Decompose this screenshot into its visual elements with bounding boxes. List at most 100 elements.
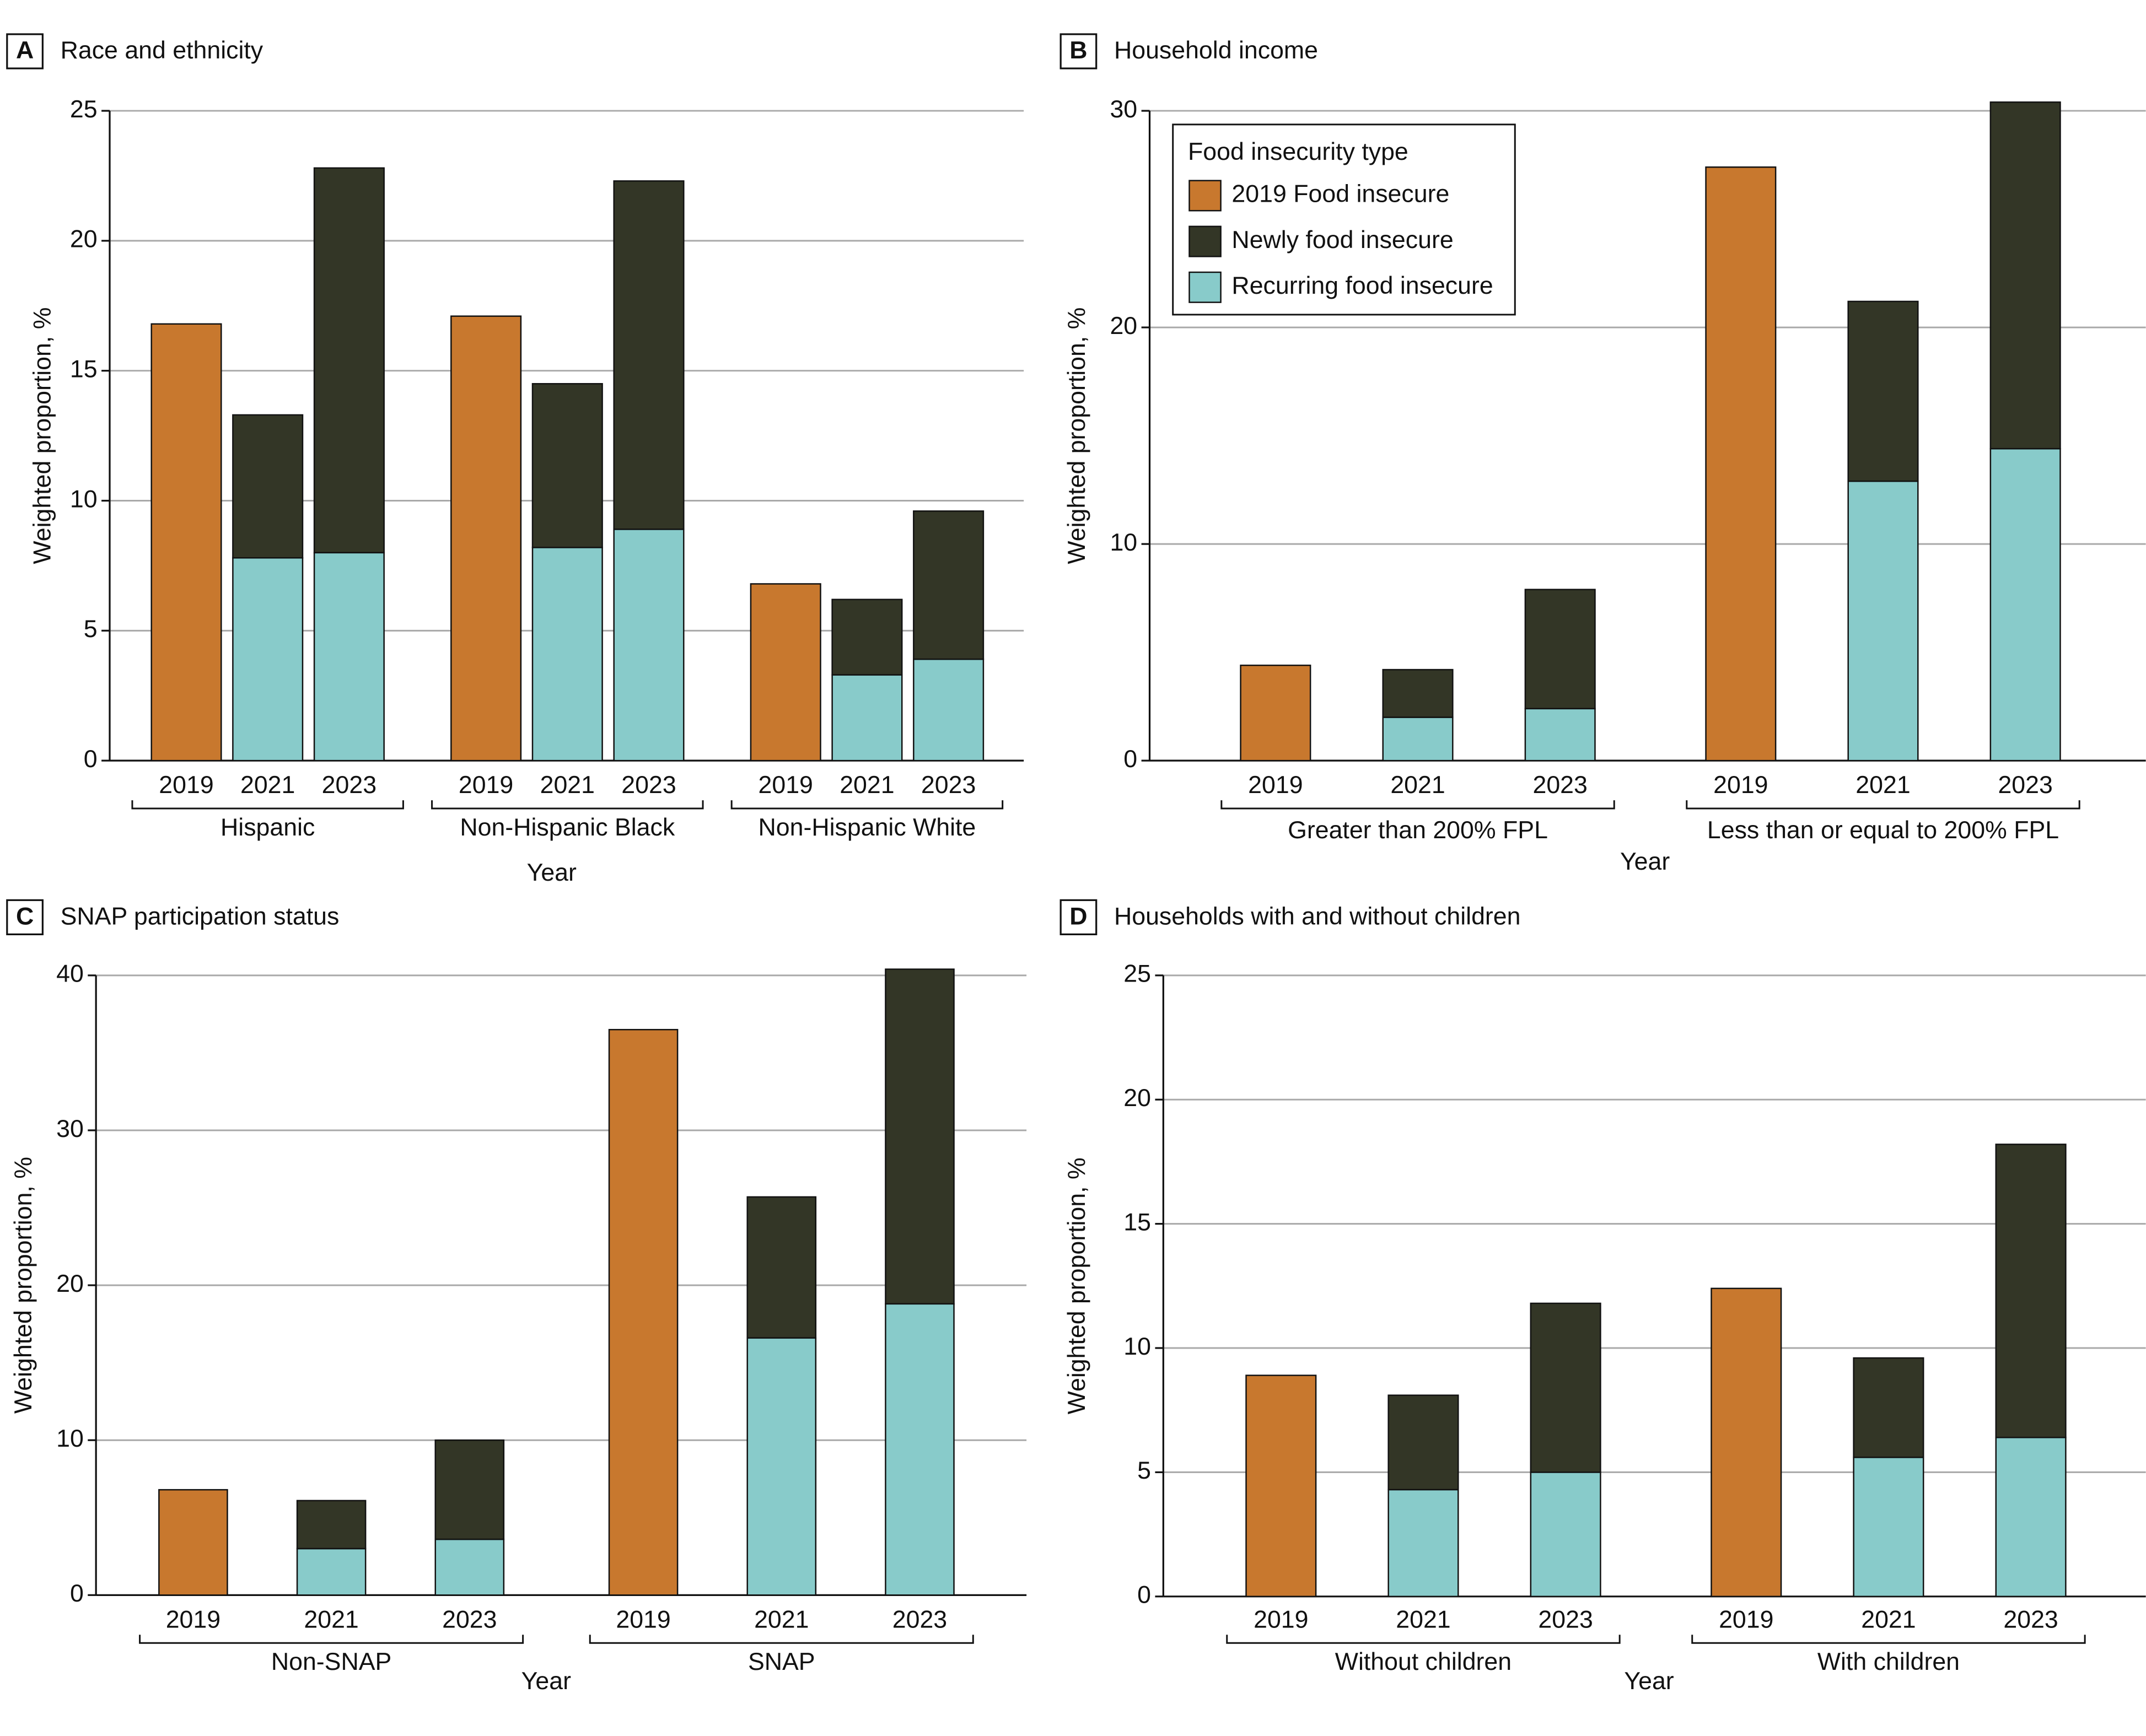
x-tick-label: 2019 [159, 772, 213, 799]
bar-segment [831, 599, 903, 676]
x-tick-label: 2021 [1390, 772, 1445, 799]
y-tick-label: 20 [1110, 312, 1137, 339]
panel-label: A [16, 37, 34, 64]
y-tick-label: 20 [70, 226, 98, 253]
legend-label: 2019 Food insecure [1231, 181, 1449, 208]
y-tick-label: 0 [84, 746, 98, 773]
panel-label-box [1059, 899, 1098, 936]
bar-segment [1382, 716, 1454, 762]
y-tick-label: 25 [1123, 961, 1151, 988]
bar-segment [1530, 1302, 1601, 1473]
panel-label-box [6, 899, 44, 936]
bar-segment [608, 1029, 679, 1596]
group-label: Non-Hispanic White [759, 814, 976, 841]
panel-label: D [1069, 903, 1087, 930]
y-tick-label: 0 [1137, 1582, 1151, 1609]
x-tick-label: 2021 [754, 1606, 809, 1633]
x-tick-label: 2021 [540, 772, 595, 799]
legend-box [1172, 123, 1516, 316]
y-tick-label: 40 [56, 961, 84, 988]
x-tick-label: 2019 [1713, 772, 1768, 799]
y-tick-label: 30 [1110, 96, 1137, 123]
bar-segment [746, 1196, 817, 1339]
bar-segment [1245, 1374, 1317, 1598]
bar-segment [885, 968, 955, 1305]
y-tick-label: 5 [84, 616, 98, 643]
bar-segment [450, 315, 522, 762]
group-bracket [589, 1635, 974, 1644]
bar-segment [1524, 589, 1596, 710]
bar-segment [434, 1439, 505, 1540]
group-label: Without children [1335, 1648, 1512, 1675]
bar-segment [1853, 1457, 1924, 1598]
x-tick-label: 2021 [1861, 1606, 1916, 1633]
bar-segment [1853, 1357, 1924, 1458]
group-bracket [139, 1635, 524, 1644]
group-bracket [1220, 800, 1615, 810]
bar-segment [1530, 1471, 1601, 1598]
y-tick-label: 30 [56, 1115, 84, 1142]
legend-swatch [1188, 225, 1222, 257]
y-tick-label: 20 [56, 1270, 84, 1297]
bar-segment [885, 1303, 955, 1596]
bar-segment [1387, 1489, 1459, 1598]
bar-segment [746, 1337, 817, 1596]
x-tick-label: 2023 [1538, 1606, 1593, 1633]
bar-segment [913, 658, 985, 762]
y-tick-label: 0 [1123, 746, 1137, 773]
y-tick-label: 10 [1110, 529, 1137, 556]
legend-swatch [1188, 271, 1222, 303]
group-label: Greater than 200% FPL [1288, 817, 1548, 844]
x-tick-label: 2021 [840, 772, 894, 799]
x-tick-label: 2019 [166, 1606, 220, 1633]
bar-segment [1711, 1287, 1782, 1598]
legend-label: Recurring food insecure [1231, 272, 1493, 299]
bar-segment [296, 1548, 367, 1596]
y-axis-label: Weighted proportion, % [1063, 308, 1090, 564]
legend-swatch [1188, 180, 1222, 212]
bar-segment [313, 552, 385, 762]
y-tick-label: 25 [70, 96, 98, 123]
group-label: Less than or equal to 200% FPL [1707, 817, 2059, 844]
y-tick-label: 0 [70, 1580, 84, 1607]
x-tick-label: 2021 [304, 1606, 358, 1633]
panel-label-box [6, 33, 44, 69]
bar-segment [434, 1538, 505, 1596]
x-tick-label: 2019 [1719, 1606, 1773, 1633]
x-tick-label: 2023 [921, 772, 976, 799]
x-axis-label: Year [1620, 848, 1670, 875]
bar-segment [1847, 300, 1919, 482]
bar-segment [613, 529, 685, 762]
bar-segment [1382, 668, 1454, 718]
y-tick-label: 10 [56, 1425, 84, 1452]
y-tick-label: 10 [70, 486, 98, 513]
y-axis-label: Weighted proportion, % [1063, 1157, 1090, 1414]
x-tick-label: 2023 [2003, 1606, 2058, 1633]
x-tick-label: 2019 [459, 772, 513, 799]
bar-segment [232, 414, 304, 559]
bar-segment [1995, 1437, 2067, 1598]
panel-label: B [1069, 37, 1087, 64]
panel-title: Race and ethnicity [61, 37, 263, 64]
bar-segment [1387, 1394, 1459, 1491]
y-tick-label: 10 [1123, 1333, 1151, 1360]
y-tick-label: 15 [70, 355, 98, 382]
bar-segment [1989, 101, 2061, 450]
x-tick-label: 2023 [322, 772, 377, 799]
bar-segment [531, 547, 603, 762]
legend-title: Food insecurity type [1188, 138, 1408, 165]
group-bracket [1691, 1635, 2086, 1644]
bar-segment [1847, 480, 1919, 762]
group-bracket [730, 800, 1004, 810]
legend-label: Newly food insecure [1231, 227, 1453, 254]
x-tick-label: 2019 [759, 772, 813, 799]
bar-segment [1524, 708, 1596, 762]
x-axis-label: Year [521, 1668, 571, 1695]
group-label: Non-SNAP [271, 1648, 391, 1675]
x-tick-label: 2019 [1248, 772, 1303, 799]
bar-segment [313, 167, 385, 554]
panel-title: Households with and without children [1114, 903, 1521, 930]
group-bracket [131, 800, 404, 810]
